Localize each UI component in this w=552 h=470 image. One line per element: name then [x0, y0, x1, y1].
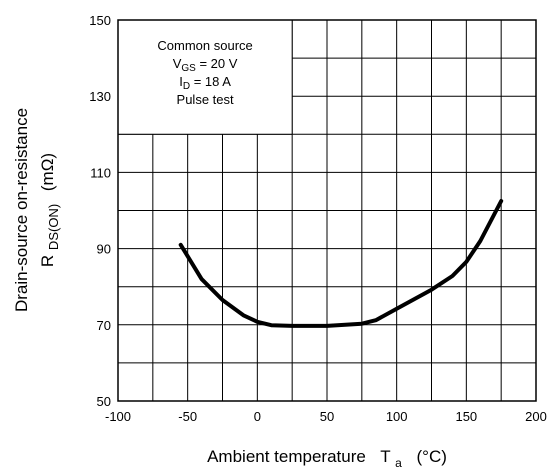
x-axis-title-text: Ambient temperature [207, 447, 366, 466]
legend-line-subscript: D [183, 81, 190, 92]
series-line [178, 199, 504, 328]
x-axis-title-symbol: T [380, 447, 390, 466]
x-tick-labels: -100 -50 0 50 100 150 200 [105, 409, 547, 424]
y-tick-label: 70 [97, 318, 111, 333]
legend-box [118, 20, 293, 135]
legend-line-main: V [173, 56, 182, 71]
y-axis-title-line2: R DS(ON) (mΩ) [38, 153, 62, 267]
y-axis-title-symbol: R [38, 255, 57, 267]
x-tick-label: 100 [386, 409, 408, 424]
y-tick-label: 110 [90, 165, 111, 180]
legend-line: Pulse test [177, 92, 234, 107]
legend-line-rest: = 20 V [196, 56, 238, 71]
y-tick-label: 50 [97, 394, 111, 409]
x-tick-label: 50 [320, 409, 334, 424]
legend-line: ID = 18 A [179, 74, 231, 92]
legend-line-subscript: GS [181, 63, 196, 74]
x-axis-title-subscript: a [395, 456, 402, 470]
plot-frame [117, 19, 537, 402]
x-tick-label: 200 [525, 409, 547, 424]
y-axis-title: Drain-source on-resistance [12, 108, 31, 312]
x-axis-title-unit: (°C) [417, 447, 447, 466]
x-tick-label: -100 [105, 409, 131, 424]
x-tick-label: -50 [178, 409, 197, 424]
legend-line-rest: = 18 A [190, 74, 231, 89]
x-tick-label: 150 [455, 409, 477, 424]
y-axis-symbol: R DS(ON) (mΩ) [38, 153, 62, 267]
x-tick-label: 0 [254, 409, 261, 424]
y-tick-label: 130 [89, 89, 111, 104]
legend-line: VGS = 20 V [173, 56, 238, 74]
y-tick-labels: 50 70 90 110 130 150 [89, 13, 111, 409]
legend-line: Common source [157, 38, 252, 53]
y-axis-title-unit: (mΩ) [38, 153, 57, 191]
y-axis-title-subscript: DS(ON) [46, 204, 61, 250]
legend-line-main: Common source [157, 38, 252, 53]
x-axis-title: Ambient temperature T a (°C) [207, 447, 447, 470]
y-tick-label: 90 [97, 242, 111, 257]
legend-line-main: I [179, 74, 183, 89]
y-axis-title-line1: Drain-source on-resistance [12, 108, 31, 312]
legend-line-main: Pulse test [177, 92, 234, 107]
y-tick-label: 150 [89, 13, 111, 28]
